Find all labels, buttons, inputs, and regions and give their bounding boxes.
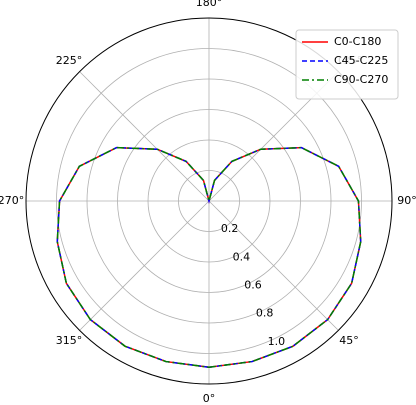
- theta-tick-label: 0°: [203, 392, 216, 405]
- theta-tick-label: 90°: [397, 194, 416, 207]
- theta-tick-label: 225°: [56, 54, 83, 67]
- grid-line: [56, 48, 362, 354]
- theta-tick-label: 270°: [0, 194, 24, 207]
- r-tick-label: 0.8: [256, 307, 274, 320]
- theta-tick-label: 45°: [339, 334, 359, 347]
- legend-label: C0-C180: [334, 35, 381, 48]
- r-tick-label: 0.6: [244, 279, 262, 292]
- legend-box: [295, 29, 399, 100]
- theta-tick-label: 180°: [196, 0, 223, 9]
- r-tick-label: 0.2: [221, 222, 239, 235]
- legend-label: C90-C270: [334, 73, 388, 86]
- grid-line: [178, 170, 240, 232]
- outer-frame: [25, 17, 393, 385]
- theta-tick-label: 315°: [56, 334, 83, 347]
- r-tick-label: 0.4: [233, 250, 251, 263]
- grid-line: [117, 109, 301, 293]
- grid-line: [147, 139, 271, 263]
- series-line: [56, 146, 362, 368]
- r-tick-label: 1.0: [268, 335, 286, 348]
- legend-label: C45-C225: [334, 54, 388, 67]
- grid-line: [86, 78, 332, 324]
- legend: C0-C180 C45-C225 C90-C270: [295, 29, 399, 100]
